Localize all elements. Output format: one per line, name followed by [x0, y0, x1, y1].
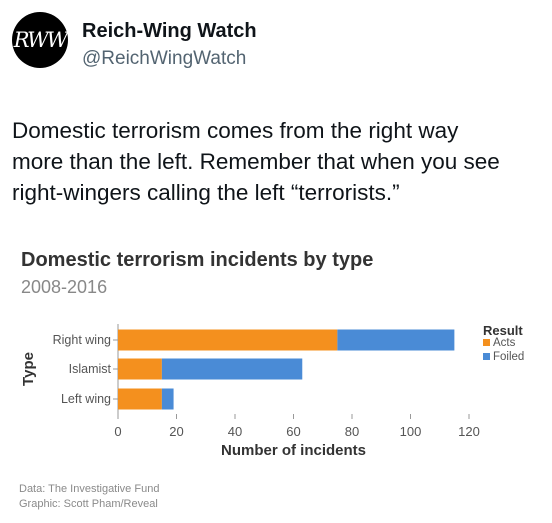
- display-name[interactable]: Reich-Wing Watch: [82, 20, 257, 42]
- avatar[interactable]: RWW: [12, 12, 68, 68]
- chart-subtitle: 2008-2016: [21, 277, 108, 297]
- post-text: Domestic terrorism comes from the right …: [12, 115, 540, 208]
- bar-chart: Right wing Islamist Left wing 0 20 40 60 80 100 1…: [20, 323, 524, 459]
- y-tick-label: Left wing: [61, 392, 111, 406]
- bar-foiled-right-wing: [337, 329, 455, 351]
- bar-acts-right-wing: [118, 329, 338, 351]
- source-data: Data: The Investigative Fund: [19, 483, 160, 495]
- legend-label-acts: Acts: [493, 337, 516, 349]
- legend-title: Result: [483, 323, 523, 338]
- x-axis-title: Number of incidents: [221, 442, 366, 459]
- x-tick-label: 40: [228, 424, 242, 439]
- post-text-line: Domestic terrorism comes from the right …: [12, 118, 459, 143]
- legend-swatch-acts: [483, 339, 490, 346]
- x-tick-label: 120: [458, 424, 480, 439]
- bar-foiled-left-wing: [161, 388, 174, 410]
- bar-foiled-islamist: [161, 358, 303, 380]
- y-tick-label: Islamist: [69, 362, 112, 376]
- x-tick-label: 20: [169, 424, 183, 439]
- source-graphic: Graphic: Scott Pham/Reveal: [19, 498, 158, 510]
- post-text-line: more than the left. Remember that when y…: [12, 149, 500, 174]
- y-axis-title: Type: [20, 352, 37, 386]
- post-header: RWW Reich-Wing Watch @ReichWingWatch: [12, 12, 532, 69]
- legend-label-foiled: Foiled: [493, 351, 524, 363]
- bar-acts-islamist: [118, 358, 162, 380]
- chart-image[interactable]: Right wing Islamist Left wing 0 20 40 60 80 100 1…: [0, 236, 552, 523]
- y-tick-label: Right wing: [53, 333, 111, 347]
- x-tick-label: 0: [114, 424, 121, 439]
- legend-swatch-foiled: [483, 353, 490, 360]
- bar-acts-left-wing: [118, 388, 162, 410]
- x-tick-label: 100: [400, 424, 422, 439]
- chart-title: Domestic terrorism incidents by type: [21, 249, 374, 271]
- post-text-line: right-wingers calling the left “terroris…: [12, 180, 400, 205]
- x-tick-label: 60: [286, 424, 300, 439]
- x-tick-label: 80: [345, 424, 359, 439]
- user-handle[interactable]: @ReichWingWatch: [82, 48, 247, 69]
